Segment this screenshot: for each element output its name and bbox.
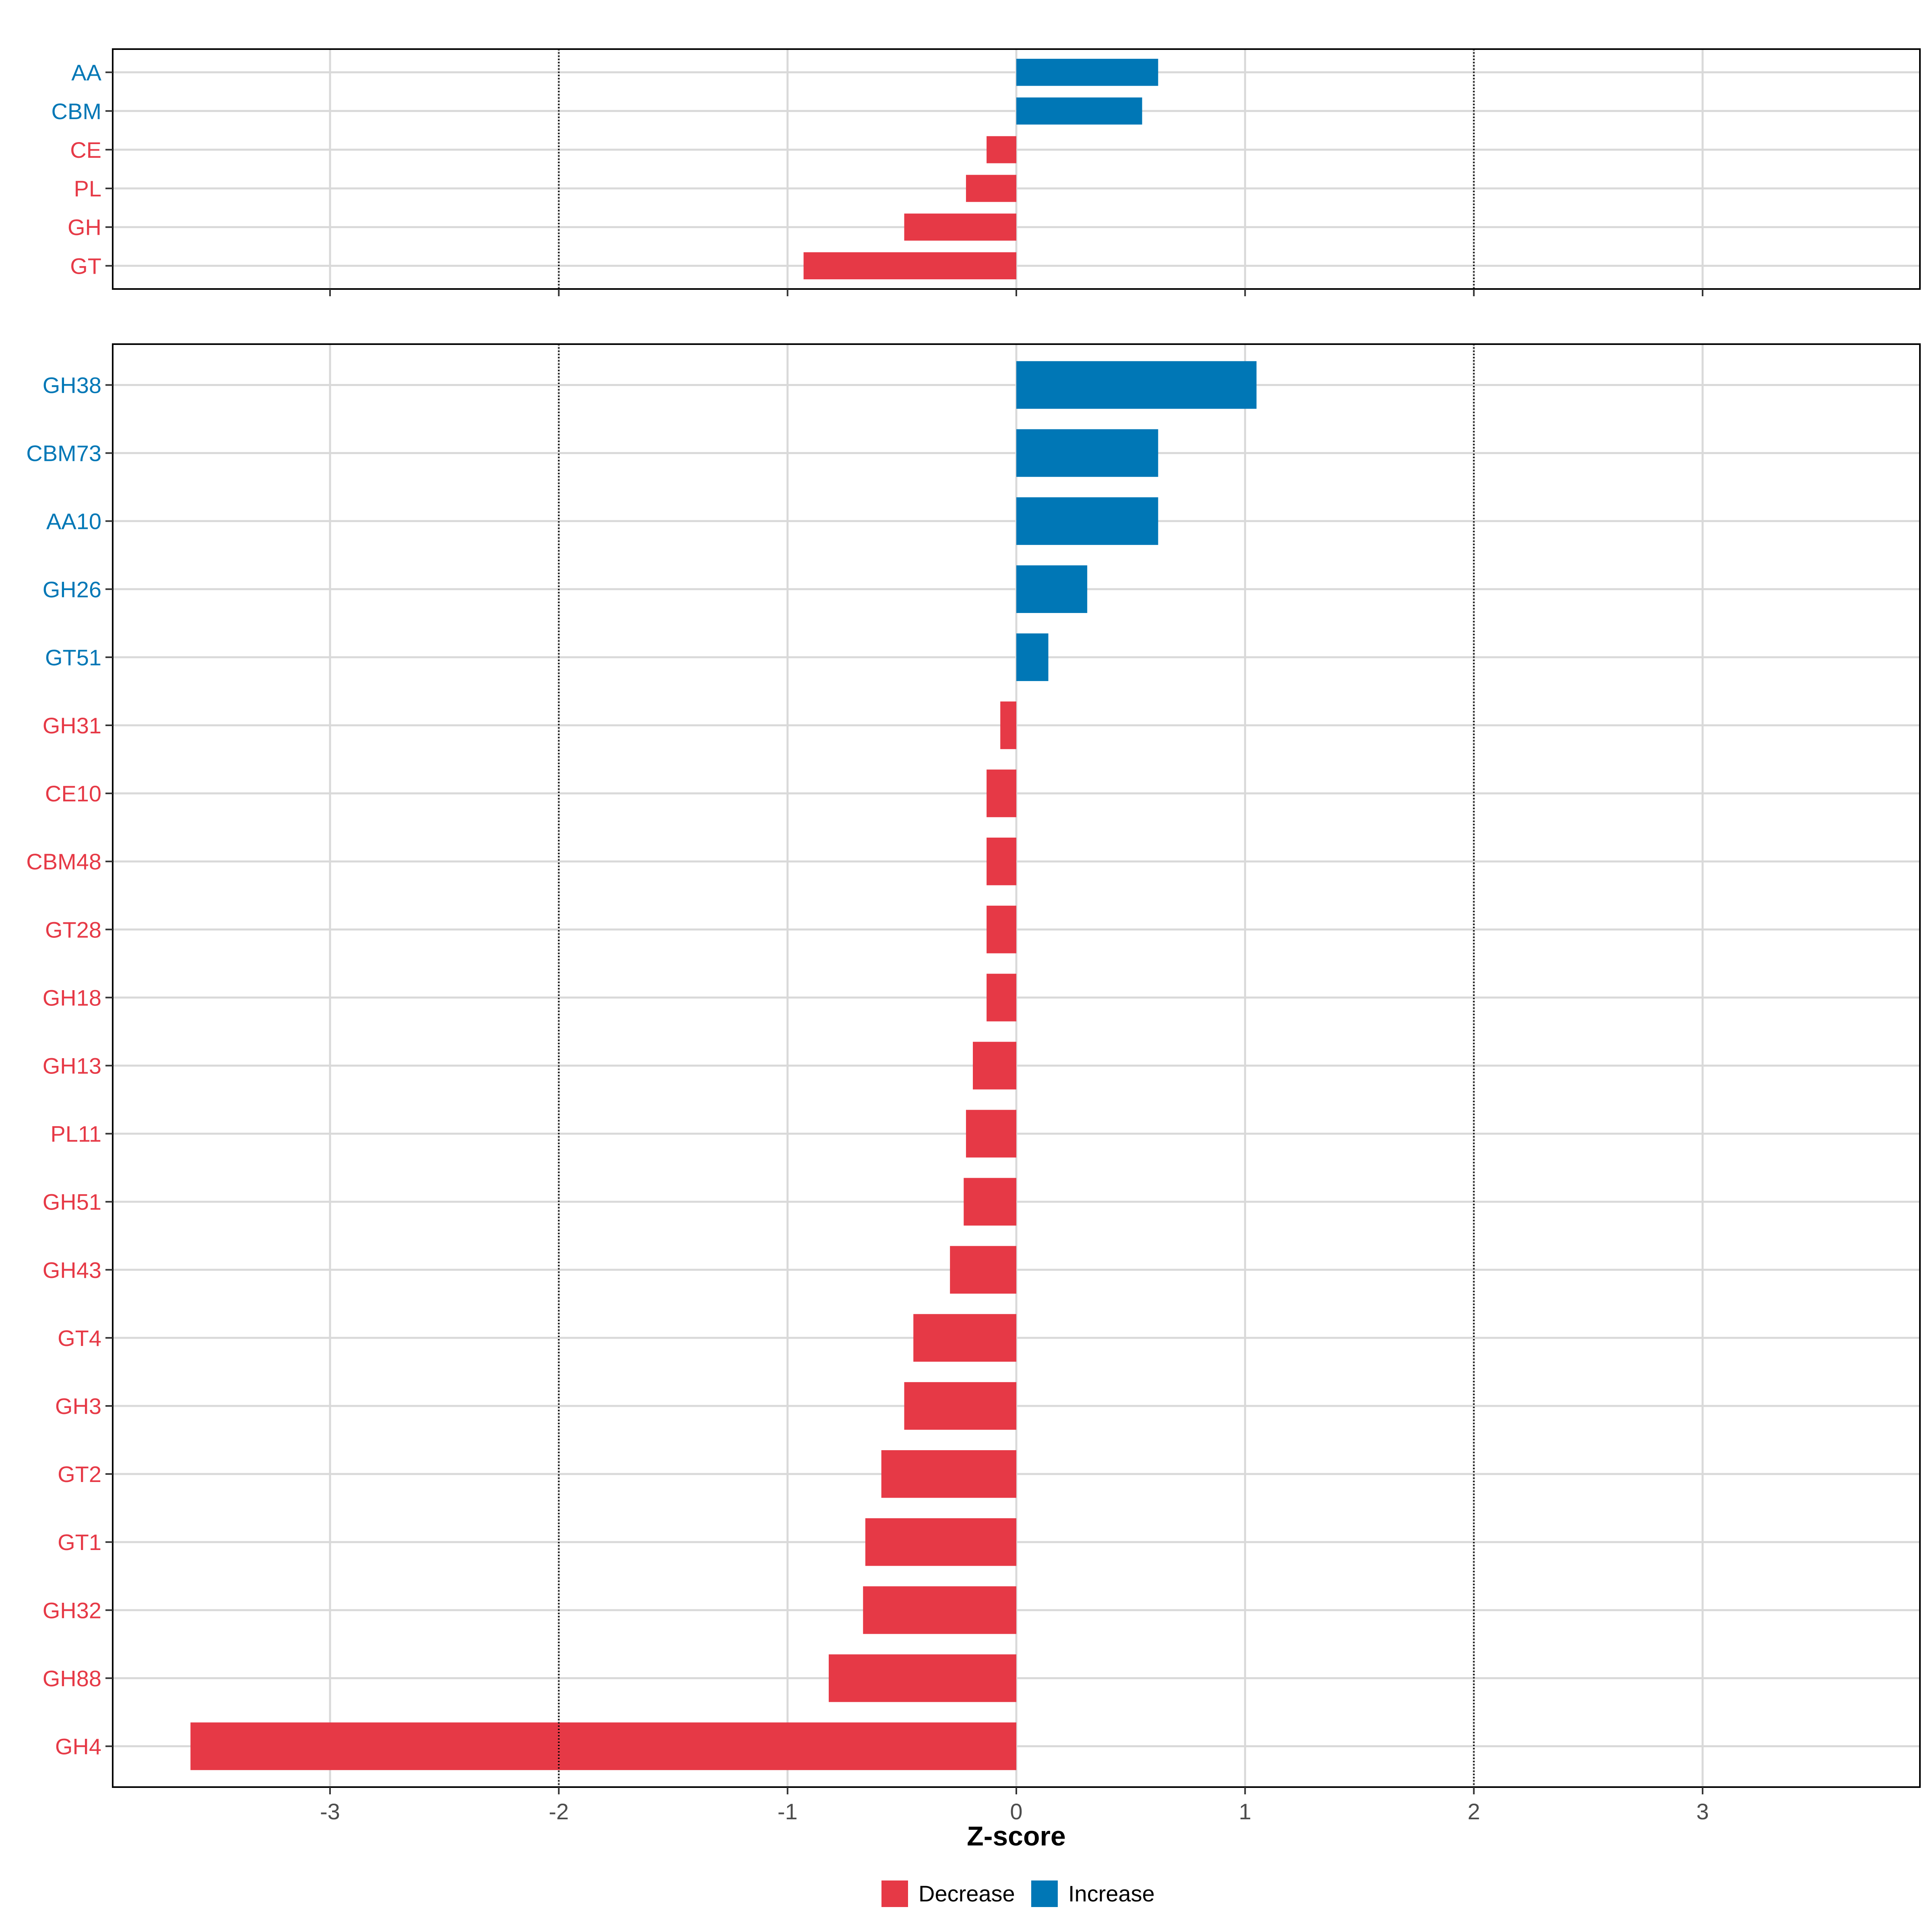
bar-cbm73 — [1016, 429, 1158, 477]
bar-gh43 — [950, 1246, 1016, 1294]
y-tick-label: GH88 — [43, 1666, 101, 1691]
y-tick-label: GH — [68, 215, 101, 240]
bar-gh — [904, 213, 1016, 241]
legend-key-increase — [1031, 1880, 1058, 1907]
legend-key-decrease — [881, 1880, 908, 1907]
y-tick-label: GH31 — [43, 713, 101, 738]
y-tick-label: GT28 — [45, 917, 101, 942]
bar-aa10 — [1016, 497, 1158, 545]
bar-ce10 — [987, 769, 1016, 817]
y-tick-label: GT1 — [58, 1530, 101, 1555]
y-tick-label: GH43 — [43, 1257, 101, 1283]
y-tick-label: GH18 — [43, 985, 101, 1010]
bar-pl11 — [966, 1110, 1016, 1158]
bar-cbm — [1016, 97, 1142, 125]
x-tick-label: 1 — [1239, 1799, 1251, 1824]
bar-ce — [987, 136, 1016, 163]
x-axis: -3 -2 -1 0 1 2 3 — [320, 1799, 1709, 1824]
y-tick-label: CE10 — [45, 781, 101, 806]
bar-gh4 — [190, 1722, 1017, 1770]
y-tick-label: GH26 — [43, 577, 101, 602]
y-tick-label: GH4 — [55, 1734, 101, 1759]
y-tick-label: GT — [70, 253, 101, 279]
bar-cbm48 — [987, 838, 1016, 886]
y-tick-label: AA — [71, 60, 101, 85]
panel-family: GH38 CBM73 AA10 GH26 GT51 GH31 CE10 CBM48 GT28 GH… — [26, 343, 1921, 1794]
legend-label-increase: Increase — [1068, 1881, 1155, 1906]
y-tick-label: GH3 — [55, 1393, 101, 1419]
bar-gh18 — [987, 974, 1016, 1022]
bar-gt — [803, 252, 1016, 279]
legend-label-decrease: Decrease — [919, 1881, 1015, 1906]
y-tick-label: CBM73 — [26, 441, 101, 466]
x-tick-label: -1 — [778, 1799, 798, 1824]
bar-gh32 — [863, 1586, 1016, 1634]
x-tick-label: -3 — [320, 1799, 340, 1824]
y-tick-label: GH38 — [43, 372, 101, 398]
bar-gh51 — [964, 1178, 1016, 1226]
bar-gh38 — [1016, 361, 1257, 409]
bar-gh26 — [1016, 565, 1088, 613]
bar-gt1 — [865, 1518, 1016, 1566]
y-tick-label: CBM48 — [26, 849, 101, 874]
y-tick-label: GH32 — [43, 1598, 101, 1623]
y-tick-label: PL11 — [50, 1121, 101, 1147]
x-tick-label: -2 — [549, 1799, 569, 1824]
bar-gh31 — [1000, 701, 1016, 749]
bar-gt2 — [881, 1450, 1016, 1498]
bar-gt51 — [1016, 633, 1049, 681]
bar-pl — [966, 175, 1016, 202]
x-tick-label: 3 — [1696, 1799, 1709, 1824]
x-axis-title: Z-score — [967, 1821, 1066, 1852]
bar-gt4 — [913, 1314, 1016, 1362]
y-tick-label: PL — [74, 176, 102, 201]
y-tick-label: CE — [70, 137, 101, 163]
legend: Decrease Increase — [881, 1880, 1155, 1907]
y-tick-label: GH51 — [43, 1189, 101, 1215]
y-tick-label: GT4 — [58, 1325, 101, 1351]
bar-gh88 — [828, 1654, 1016, 1702]
bar-gh13 — [973, 1042, 1016, 1090]
y-tick-label: GH13 — [43, 1053, 101, 1079]
panel-class: AA CBM CE PL GH GT — [52, 48, 1921, 296]
y-tick-label: AA10 — [46, 509, 101, 534]
x-tick-label: 0 — [1010, 1799, 1022, 1824]
bar-gt28 — [987, 906, 1016, 954]
y-tick-label: GT2 — [58, 1461, 101, 1487]
bar-aa — [1016, 59, 1158, 86]
bar-gh3 — [904, 1382, 1016, 1430]
y-tick-label: GT51 — [45, 645, 101, 670]
x-tick-label: 2 — [1468, 1799, 1480, 1824]
y-tick-label: CBM — [52, 99, 101, 124]
